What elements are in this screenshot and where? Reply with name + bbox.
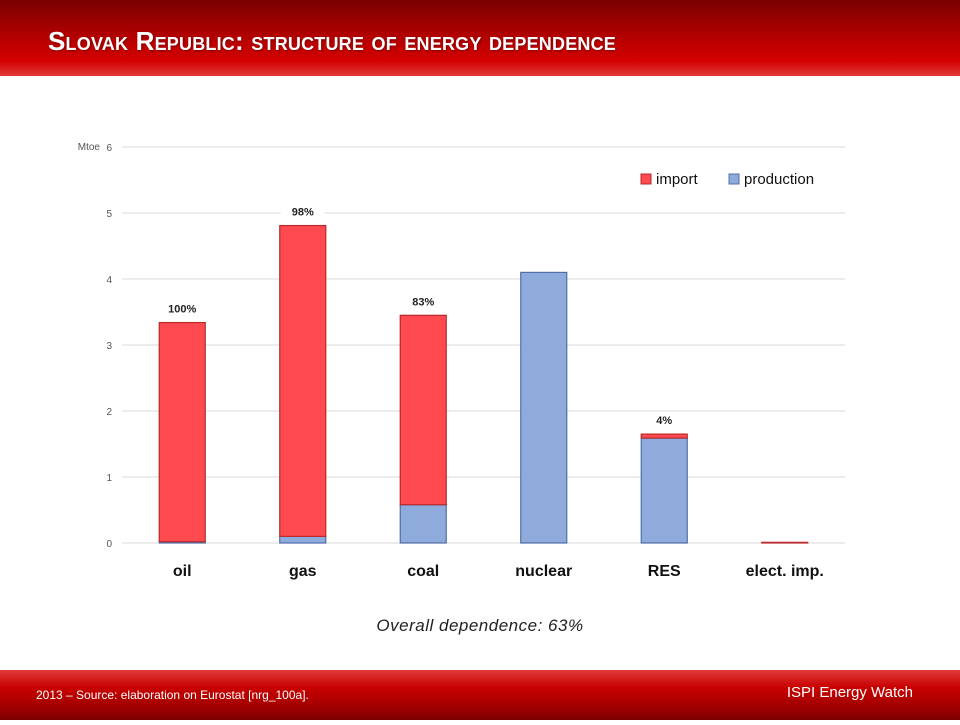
legend-swatch-production [728,173,740,185]
y-tick-label: 5 [106,209,112,220]
bar-import-gas [279,224,327,537]
bar-production-res [640,437,688,544]
x-tick-label: nuclear [515,563,572,580]
data-label: 100% [168,304,196,316]
data-label-bg [642,412,687,429]
legend-swatch-import [640,173,652,185]
data-label: 83% [412,296,434,308]
legend-label-import: import [656,171,699,188]
bar-import-oil [158,321,206,543]
x-tick-label: RES [648,563,681,580]
bar-import-elect-imp- [761,541,809,544]
source-text: 2013 – Source: elaboration on Eurostat [… [36,688,309,702]
y-tick-label: 6 [106,143,112,154]
legend-label-production: production [744,171,814,188]
data-label: 4% [656,415,672,427]
title-bar [0,0,960,76]
y-tick-label: 0 [106,539,112,550]
bar-production-coal [399,504,447,544]
footer-bar [0,670,960,720]
x-tick-label: oil [173,563,192,580]
bar-production-nuclear [520,271,568,544]
brand-text: ISPI Energy Watch [786,684,913,701]
y-tick-label: 3 [106,341,112,352]
bar-import-coal [399,314,447,506]
x-tick-label: coal [407,563,439,580]
bar-import-res [640,433,688,439]
x-tick-label: gas [289,563,317,580]
overall-dependence-note: Overall dependence: 63% [376,616,584,635]
y-axis-label: Mtoe [78,142,101,153]
x-tick-label: elect. imp. [746,563,824,580]
data-label: 98% [292,207,314,219]
data-label-bg [160,300,205,317]
y-tick-label: 1 [106,473,112,484]
page-title: Slovak Republic: structure of energy dep… [48,26,616,56]
bar-production-gas [279,535,327,544]
data-label-bg [280,203,325,220]
data-label-bg [401,293,446,310]
y-tick-label: 2 [106,407,112,418]
y-tick-label: 4 [106,275,112,286]
